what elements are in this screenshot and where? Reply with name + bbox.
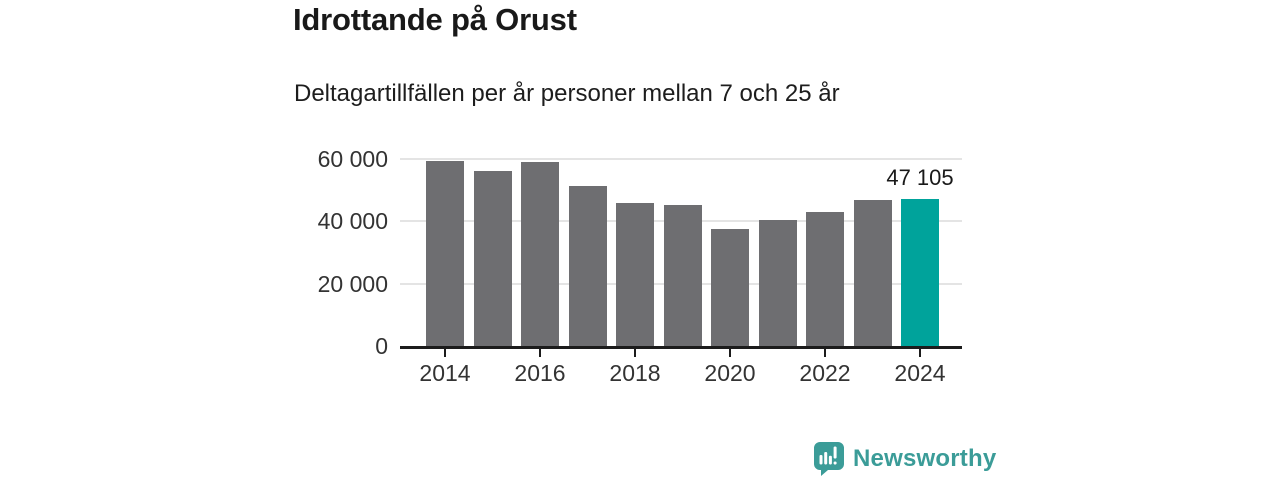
x-tick-2024 xyxy=(919,349,921,357)
x-tick-label-2016: 2016 xyxy=(514,360,566,386)
bar-value-label: 47 105 xyxy=(886,165,954,191)
x-tick-2014 xyxy=(444,349,446,357)
bar-2017 xyxy=(568,186,607,346)
bar-chart-speech-bubble-icon xyxy=(814,442,844,476)
bar-2014 xyxy=(426,161,464,346)
y-tick-label-40000: 40 000 xyxy=(317,208,388,235)
bar-2023 xyxy=(853,199,892,346)
x-tick-2022 xyxy=(824,349,826,357)
x-tick-2020 xyxy=(729,349,731,357)
x-tick-label-2014: 2014 xyxy=(419,360,471,386)
newsworthy-logo: Newsworthy xyxy=(814,442,996,476)
x-tick-label-2018: 2018 xyxy=(609,360,661,386)
bar-2019 xyxy=(663,205,702,346)
bar-2015 xyxy=(473,170,512,346)
y-tick-label-20000: 20 000 xyxy=(317,270,388,297)
x-tick-2018 xyxy=(634,349,636,357)
y-tick-label-60000: 60 000 xyxy=(317,146,388,172)
y-tick-label-0: 0 xyxy=(375,333,388,359)
chart-subtitle: Deltagartillfällen per år personer mella… xyxy=(294,80,840,107)
x-tick-2016 xyxy=(539,349,541,357)
x-tick-label-2024: 2024 xyxy=(894,360,946,386)
newsworthy-wordmark: Newsworthy xyxy=(853,445,997,472)
gridline-60000 xyxy=(400,158,962,160)
x-tick-label-2020: 2020 xyxy=(704,360,756,386)
bar-2016 xyxy=(521,162,559,346)
bar-2022 xyxy=(806,212,844,346)
chart-title: Idrottande på Orust xyxy=(293,2,577,37)
bar-2021 xyxy=(758,220,797,346)
x-tick-label-2022: 2022 xyxy=(799,360,851,386)
bar-2018 xyxy=(616,202,654,346)
bar-2020 xyxy=(711,228,749,346)
bar-chart-plot-area: 0 20 000 40 000 60 000 2014 2016 2018 2020 2022 2… xyxy=(318,146,962,386)
bar-2024 xyxy=(901,199,939,346)
